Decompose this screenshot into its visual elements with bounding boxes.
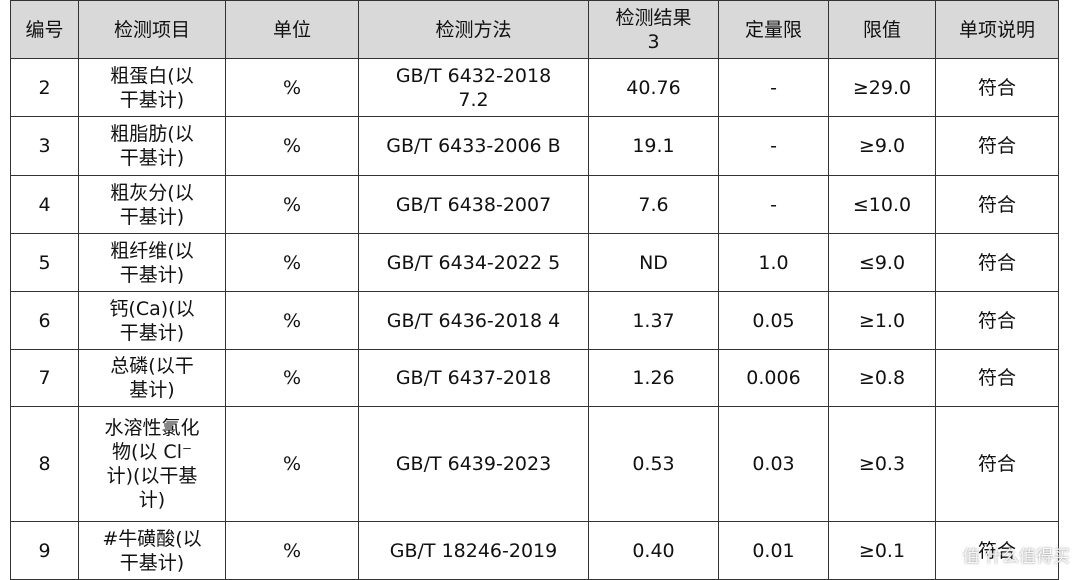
table-cell: % bbox=[225, 233, 359, 292]
table-cell: GB/T 6434-2022 5 bbox=[358, 233, 589, 292]
table-row: 6 钙(Ca)(以 干基计)% GB/T 6436-2018 4 1.37 0.05 ≥1… bbox=[10, 291, 1059, 350]
table-cell: 2 bbox=[10, 58, 79, 117]
table-row: 4 粗灰分(以 干基计)% GB/T 6438-2007 7.6- ≤10.0 符合 bbox=[10, 175, 1059, 234]
table-cell: GB/T 6438-2007 bbox=[358, 175, 589, 234]
table-cell: % bbox=[225, 58, 359, 117]
table-cell: 符合 bbox=[935, 233, 1059, 292]
table-cell: 符合 bbox=[935, 349, 1059, 407]
table-cell: ≥9.0 bbox=[828, 116, 936, 176]
table-cell: 0.05 bbox=[718, 291, 829, 350]
header-cell: 编号 bbox=[10, 0, 79, 59]
header-cell: 检测结果 3 bbox=[588, 0, 719, 59]
table-cell: - bbox=[718, 116, 829, 176]
table-cell: 符合 bbox=[935, 58, 1059, 117]
table-cell: % bbox=[225, 406, 359, 522]
table-cell: 符合 bbox=[935, 291, 1059, 350]
table-cell: 粗蛋白(以 干基计) bbox=[78, 58, 226, 117]
table-cell: 符合 bbox=[935, 116, 1059, 176]
table-cell: 0.40 bbox=[588, 521, 719, 580]
table-cell: ≥0.3 bbox=[828, 406, 936, 522]
table-cell: 符合 bbox=[935, 406, 1059, 522]
header-cell: 单位 bbox=[225, 0, 359, 59]
table-cell: ≤10.0 bbox=[828, 175, 936, 234]
table-row: 2 粗蛋白(以 干基计)% GB/T 6432-2018 7.2 40.76- ≥29.… bbox=[10, 58, 1059, 117]
table-cell: 符合 bbox=[935, 521, 1059, 580]
header-cell: 检测项目 bbox=[78, 0, 226, 59]
header-cell: 限值 bbox=[828, 0, 936, 59]
table-cell: 19.1 bbox=[588, 116, 719, 176]
table-cell: % bbox=[225, 349, 359, 407]
table-cell: 总磷(以干 基计) bbox=[78, 349, 226, 407]
table-cell: 0.03 bbox=[718, 406, 829, 522]
watermark: 值 什么值得买 bbox=[962, 547, 1070, 567]
table-cell: GB/T 6439-2023 bbox=[358, 406, 589, 522]
table-cell: 8 bbox=[10, 406, 79, 522]
table-cell: ≥0.8 bbox=[828, 349, 936, 407]
table-cell: 7.6 bbox=[588, 175, 719, 234]
header-row: 编号 检测项目 单位 检测方法 检测结果 3 定量限 限值 单项说明 bbox=[10, 0, 1059, 59]
table-cell: 0.01 bbox=[718, 521, 829, 580]
table-cell: 符合 bbox=[935, 175, 1059, 234]
table-cell: #牛磺酸(以 干基计) bbox=[78, 521, 226, 580]
table-cell: 0.53 bbox=[588, 406, 719, 522]
table-cell: 9 bbox=[10, 521, 79, 580]
table-cell: % bbox=[225, 175, 359, 234]
table-cell: 1.0 bbox=[718, 233, 829, 292]
table-cell: ND bbox=[588, 233, 719, 292]
table-cell: 3 bbox=[10, 116, 79, 176]
table-row: 7 总磷(以干 基计)% GB/T 6437-2018 1.26 0.006 ≥0.8 符合 bbox=[10, 349, 1059, 407]
table-cell: 粗纤维(以 干基计) bbox=[78, 233, 226, 292]
table-cell: GB/T 18246-2019 bbox=[358, 521, 589, 580]
table-cell: 1.37 bbox=[588, 291, 719, 350]
table-cell: 1.26 bbox=[588, 349, 719, 407]
table-cell: GB/T 6432-2018 7.2 bbox=[358, 58, 589, 117]
table-cell: ≥0.1 bbox=[828, 521, 936, 580]
table-cell: GB/T 6436-2018 4 bbox=[358, 291, 589, 350]
table-cell: ≤9.0 bbox=[828, 233, 936, 292]
results-table: 编号 检测项目 单位 检测方法 检测结果 3 定量限 限值 单项说明 2 粗蛋白(以 干基计)%… bbox=[10, 0, 1059, 580]
table-cell: % bbox=[225, 116, 359, 176]
table-row: 3 粗脂肪(以 干基计)% GB/T 6433-2006 B 19.1- ≥9.0 符合 bbox=[10, 116, 1059, 176]
table-cell: GB/T 6433-2006 B bbox=[358, 116, 589, 176]
table-row: 9 #牛磺酸(以 干基计)% GB/T 18246-2019 0.40 0.01 ≥0.1… bbox=[10, 521, 1059, 580]
table-row: 5 粗纤维(以 干基计)% GB/T 6434-2022 5 ND 1.0 ≤9.0 符合 bbox=[10, 233, 1059, 292]
table-cell: ≥1.0 bbox=[828, 291, 936, 350]
table-cell: 4 bbox=[10, 175, 79, 234]
table-cell: ≥29.0 bbox=[828, 58, 936, 117]
table-cell: 7 bbox=[10, 349, 79, 407]
table-cell: 40.76 bbox=[588, 58, 719, 117]
table-cell: 粗灰分(以 干基计) bbox=[78, 175, 226, 234]
header-cell: 定量限 bbox=[718, 0, 829, 59]
table-cell: 粗脂肪(以 干基计) bbox=[78, 116, 226, 176]
header-cell: 检测方法 bbox=[358, 0, 589, 59]
table-cell: - bbox=[718, 58, 829, 117]
header-cell: 单项说明 bbox=[935, 0, 1059, 59]
table-cell: % bbox=[225, 521, 359, 580]
table-cell: 5 bbox=[10, 233, 79, 292]
table-cell: - bbox=[718, 175, 829, 234]
table-row: 8 水溶性氯化 物(以 Cl⁻ 计)(以干基 计)% GB/T 6439-2023 0… bbox=[10, 406, 1059, 522]
table-cell: 钙(Ca)(以 干基计) bbox=[78, 291, 226, 350]
table-cell: % bbox=[225, 291, 359, 350]
table-cell: 0.006 bbox=[718, 349, 829, 407]
table-cell: GB/T 6437-2018 bbox=[358, 349, 589, 407]
table-cell: 水溶性氯化 物(以 Cl⁻ 计)(以干基 计) bbox=[78, 406, 226, 522]
table-cell: 6 bbox=[10, 291, 79, 350]
